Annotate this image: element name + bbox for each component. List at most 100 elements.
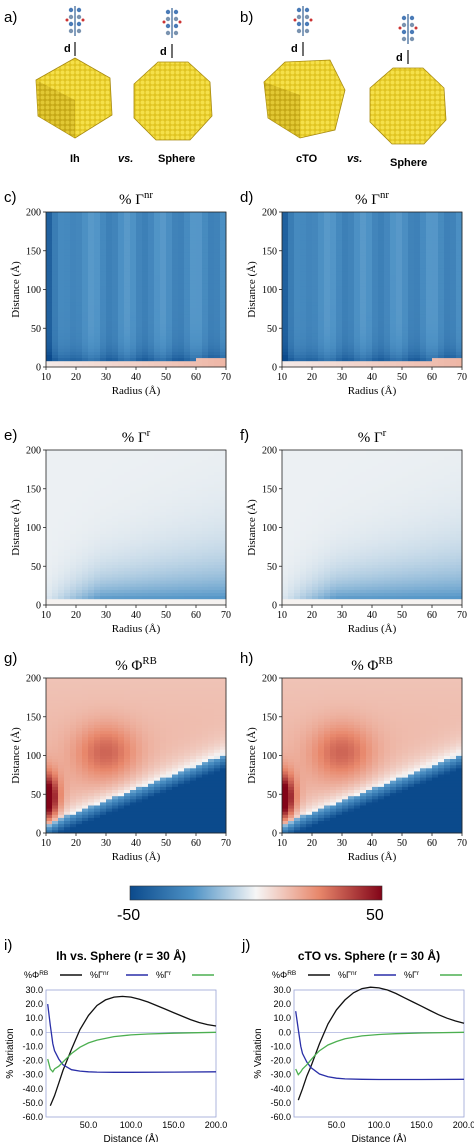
heatmap-cell: [82, 481, 89, 485]
heatmap-cell: [294, 586, 301, 590]
heatmap-cell: [282, 589, 289, 593]
heatmap-cell: [366, 277, 373, 281]
heatmap-cell: [124, 336, 131, 340]
heatmap-cell: [354, 339, 361, 343]
heatmap-cell: [154, 264, 161, 269]
heatmap-cell: [432, 342, 439, 346]
heatmap-cell: [378, 249, 385, 253]
heatmap-cell: [372, 354, 379, 359]
heatmap-cell: [142, 530, 149, 535]
heatmap-cell: [408, 267, 415, 272]
heatmap-cell: [426, 274, 433, 278]
heatmap-cell: [318, 521, 325, 525]
heatmap-cell: [52, 283, 59, 287]
heatmap-cell: [184, 354, 191, 359]
heatmap-cell: [396, 246, 403, 250]
heatmap-cell: [318, 320, 325, 324]
heatmap-cell: [288, 536, 295, 541]
heatmap-cell: [300, 292, 307, 297]
x-tick-label: 20: [71, 610, 81, 621]
heatmap-cell: [300, 227, 307, 231]
heatmap-cell: [444, 314, 451, 318]
heatmap-cell: [88, 301, 95, 306]
heatmap-cell: [148, 258, 155, 262]
heatmap-cell: [294, 524, 301, 528]
heatmap-cell: [282, 308, 289, 312]
heatmap-cell: [444, 221, 451, 225]
heatmap-cell: [330, 218, 337, 222]
heatmap-cell: [142, 583, 149, 587]
heatmap-cell: [354, 317, 361, 321]
heatmap-cell: [288, 311, 295, 315]
heatmap-cell: [190, 230, 197, 235]
heatmap-cell: [160, 462, 167, 466]
heatmap-cell: [444, 230, 451, 235]
heatmap-cell: [118, 320, 125, 324]
heatmap-cell: [136, 215, 143, 219]
heatmap-cell: [166, 354, 173, 359]
heatmap-cell: [82, 295, 89, 300]
np-right-label: Sphere: [390, 157, 427, 169]
heatmap-cell: [450, 336, 457, 340]
heatmap-cell: [136, 502, 143, 507]
heatmap-cell: [190, 558, 197, 562]
heatmap-cell: [88, 459, 95, 463]
heatmap-cell: [408, 360, 415, 365]
heatmap-cell: [46, 586, 53, 590]
heatmap-cell: [318, 363, 325, 368]
heatmap-cell: [342, 246, 349, 250]
heatmap-cell: [112, 481, 119, 485]
heatmap-cell: [52, 230, 59, 235]
heatmap-cell: [130, 298, 137, 303]
heatmap-cell: [300, 456, 307, 460]
heatmap-cell: [390, 249, 397, 253]
heatmap-cell: [220, 502, 227, 507]
heatmap-cell: [184, 239, 191, 244]
heatmap-cell: [294, 332, 301, 337]
heatmap-cell: [154, 583, 161, 587]
heatmap-cell: [106, 249, 113, 253]
heatmap-cell: [196, 239, 203, 244]
heatmap-cell: [202, 555, 209, 559]
heatmap-cell: [390, 277, 397, 281]
heatmap-cell: [282, 465, 289, 469]
heatmap-cell: [354, 329, 361, 334]
heatmap-cell: [294, 311, 301, 315]
heatmap-cell: [166, 462, 173, 466]
heatmap-cell: [94, 218, 101, 222]
heatmap-cell: [306, 490, 313, 494]
heatmap-cell: [58, 227, 65, 231]
heatmap-cell: [190, 233, 197, 238]
heatmap-cell: [166, 270, 173, 275]
heatmap-cell: [148, 539, 155, 544]
heatmap-cell: [154, 450, 161, 454]
heatmap-cell: [214, 255, 221, 259]
heatmap-cell: [46, 570, 53, 575]
heatmap-cell: [208, 539, 215, 544]
heatmap-cell: [46, 527, 53, 531]
heatmap-cell: [420, 283, 427, 287]
heatmap-cell: [396, 345, 403, 349]
heatmap-cell: [100, 326, 107, 331]
heatmap-cell: [64, 499, 71, 504]
heatmap-cell: [300, 574, 307, 578]
heatmap-cell: [438, 320, 445, 324]
heatmap-cell: [160, 280, 167, 284]
heatmap-cell: [420, 224, 427, 228]
heatmap-cell: [178, 249, 185, 253]
heatmap-cell: [306, 549, 313, 553]
heatmap-cell: [330, 301, 337, 306]
heatmap-cell: [318, 286, 325, 290]
heatmap-cell: [142, 496, 149, 500]
heatmap-cell: [190, 326, 197, 331]
heatmap-cell: [70, 484, 77, 488]
heatmap-cell: [312, 549, 319, 553]
heatmap-cell: [426, 239, 433, 244]
heatmap-cell: [372, 230, 379, 235]
heatmap-cell: [46, 558, 53, 562]
heatmap-cell: [214, 239, 221, 244]
heatmap-cell: [172, 490, 179, 494]
heatmap-cell: [76, 459, 83, 463]
heatmap-cell: [82, 558, 89, 562]
heatmap-cell: [136, 459, 143, 463]
